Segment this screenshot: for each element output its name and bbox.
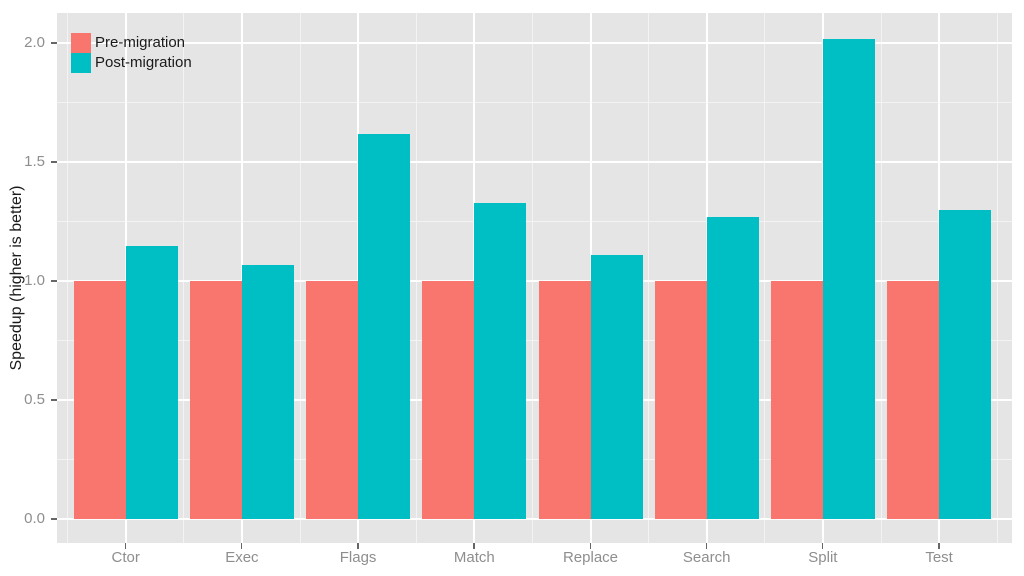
bar-pre-migration-ctor xyxy=(73,281,126,520)
v-gridline-minor xyxy=(299,13,301,543)
y-tick-label: 1.5 xyxy=(24,153,45,171)
y-tick-label: 1.0 xyxy=(24,272,45,290)
v-gridline-minor xyxy=(880,13,882,543)
h-gridline-major xyxy=(57,161,1012,164)
bar-post-migration-test xyxy=(939,209,992,520)
legend-key-post-migration xyxy=(71,53,91,73)
v-gridline-minor xyxy=(415,13,417,543)
x-tick-label: Test xyxy=(925,549,953,566)
bar-pre-migration-test xyxy=(887,281,940,520)
bar-pre-migration-replace xyxy=(538,281,591,520)
bar-pre-migration-split xyxy=(770,281,823,520)
x-tick-label: Match xyxy=(453,549,495,566)
x-tick-mark xyxy=(705,543,708,549)
bar-post-migration-flags xyxy=(358,133,411,520)
bar-post-migration-search xyxy=(706,217,759,520)
x-tick-mark xyxy=(821,543,824,549)
x-tick-label: Search xyxy=(682,549,731,566)
y-tick-mark xyxy=(51,399,57,401)
v-gridline-minor xyxy=(531,13,533,543)
v-gridline-minor xyxy=(648,13,650,543)
legend-label: Pre-migration xyxy=(95,34,186,51)
v-gridline-minor xyxy=(67,13,69,543)
y-tick-mark xyxy=(51,518,57,520)
y-tick-mark xyxy=(51,42,57,44)
legend-key-pre-migration xyxy=(71,33,91,53)
legend: Pre-migration Post-migration xyxy=(71,33,192,73)
h-gridline-major xyxy=(57,399,1012,402)
v-gridline-minor xyxy=(996,13,998,543)
x-tick-label: Ctor xyxy=(111,549,140,566)
x-tick-mark xyxy=(124,543,127,549)
x-tick-mark xyxy=(938,543,940,549)
y-tick-mark xyxy=(51,280,57,282)
x-tick-mark xyxy=(473,543,475,549)
h-gridline-major xyxy=(57,280,1012,283)
legend-entry-pre-migration: Pre-migration xyxy=(71,33,192,53)
x-tick-mark xyxy=(357,543,359,549)
plot-panel xyxy=(57,13,1012,543)
h-gridline-minor xyxy=(57,102,1012,104)
y-tick-label: 0.0 xyxy=(24,510,45,528)
x-tick-label: Replace xyxy=(562,549,619,566)
h-gridline-minor xyxy=(57,340,1012,342)
v-gridline-minor xyxy=(764,13,766,543)
bar-post-migration-split xyxy=(822,38,875,520)
h-gridline-minor xyxy=(57,459,1012,461)
bar-post-migration-match xyxy=(474,202,527,520)
h-gridline-major xyxy=(57,42,1012,45)
bar-post-migration-ctor xyxy=(125,245,178,520)
x-tick-label: Split xyxy=(808,549,838,566)
y-tick-mark xyxy=(51,161,57,163)
x-tick-mark xyxy=(240,543,243,549)
v-gridline-minor xyxy=(183,13,185,543)
h-gridline-major xyxy=(57,518,1012,521)
legend-entry-post-migration: Post-migration xyxy=(71,53,192,73)
legend-label: Post-migration xyxy=(95,54,192,71)
bar-pre-migration-exec xyxy=(189,281,242,520)
y-tick-label: 2.0 xyxy=(24,34,45,52)
x-tick-label: Flags xyxy=(339,549,377,566)
bar-post-migration-exec xyxy=(241,264,294,520)
x-tick-mark xyxy=(589,543,591,549)
y-tick-label: 0.5 xyxy=(24,391,45,409)
bar-pre-migration-search xyxy=(654,281,707,520)
x-tick-label: Exec xyxy=(225,549,259,566)
h-gridline-minor xyxy=(57,221,1012,223)
bar-post-migration-replace xyxy=(590,255,643,520)
bar-pre-migration-match xyxy=(422,281,475,520)
bar-pre-migration-flags xyxy=(306,281,359,520)
